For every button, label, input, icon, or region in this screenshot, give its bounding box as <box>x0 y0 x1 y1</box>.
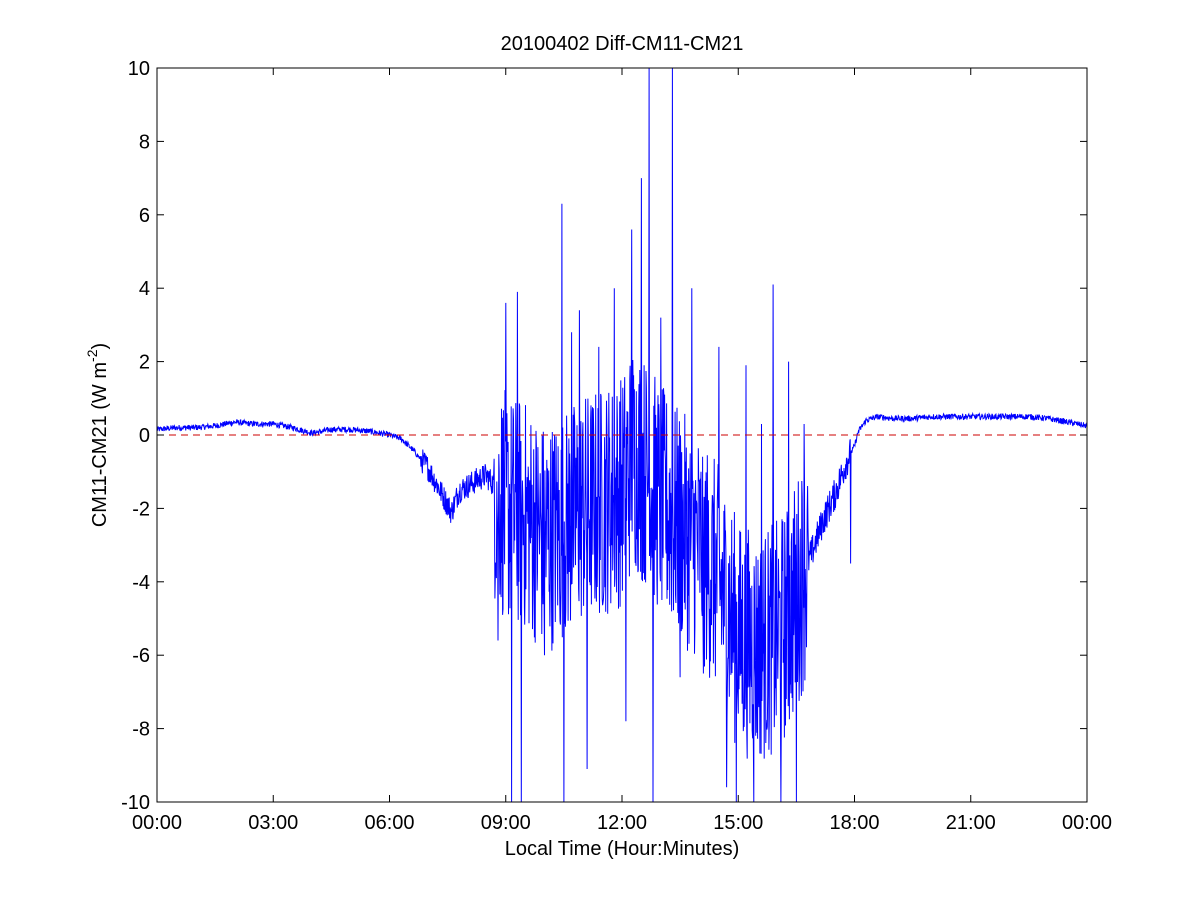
y-axis-label-text: CM11-CM21 (W m <box>89 362 111 527</box>
x-tick-label: 03:00 <box>248 812 298 834</box>
y-tick-label: 2 <box>139 352 150 374</box>
series-layer <box>156 67 1088 803</box>
x-tick-label: 00:00 <box>1062 812 1112 834</box>
y-axis-label: CM11-CM21 (W m-2) <box>84 343 111 527</box>
y-axis-label-superscript: -2 <box>84 349 100 362</box>
plot-area <box>157 68 1087 802</box>
x-tick-label: 06:00 <box>364 812 414 834</box>
y-tick-label: 6 <box>139 205 150 227</box>
y-tick-label: -2 <box>132 498 150 520</box>
x-tick-label: 18:00 <box>829 812 879 834</box>
x-tick-label: 00:00 <box>132 812 182 834</box>
y-tick-label: 10 <box>128 58 150 80</box>
x-tick-label: 09:00 <box>481 812 531 834</box>
y-tick-label: 8 <box>139 131 150 153</box>
series-line-cm11-cm21 <box>156 67 1088 803</box>
y-axis-label-close: ) <box>89 343 111 350</box>
y-tick-label: 4 <box>139 278 150 300</box>
x-tick-label: 12:00 <box>597 812 647 834</box>
y-tick-label: -6 <box>132 645 150 667</box>
tick-layer: 00:00 03:00 06:00 09:00 12:00 15:00 18:00 21:00… <box>121 58 1112 834</box>
x-tick-label: 21:00 <box>946 812 996 834</box>
y-tick-label: -10 <box>121 792 150 814</box>
chart-title: 20100402 Diff-CM11-CM21 <box>501 33 744 55</box>
y-tick-label: -4 <box>132 572 150 594</box>
x-axis-label: Local Time (Hour:Minutes) <box>505 838 740 860</box>
x-tick-label: 15:00 <box>713 812 763 834</box>
y-tick-label: 0 <box>139 425 150 447</box>
y-tick-label: -8 <box>132 719 150 741</box>
